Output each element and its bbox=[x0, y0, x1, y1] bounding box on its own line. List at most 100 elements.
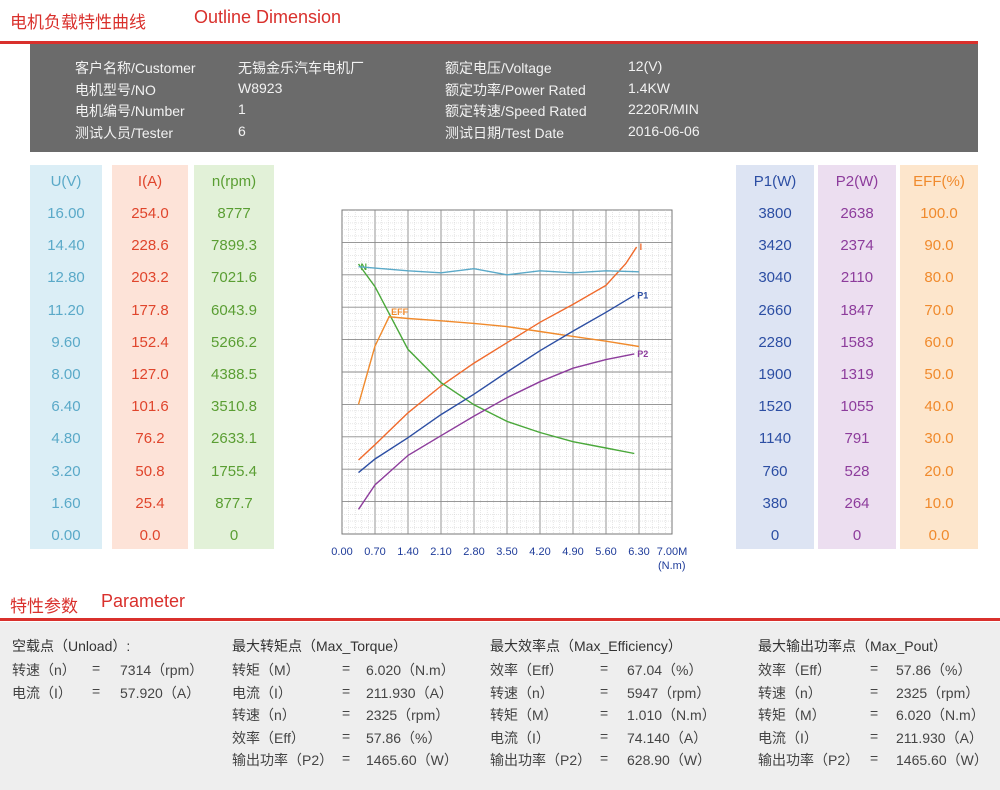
axis-column-value: 25.4 bbox=[135, 494, 165, 512]
param-name: 转速（n） bbox=[758, 684, 822, 701]
axis-column-value: 2660 bbox=[758, 301, 792, 319]
axis-column-value: 4388.5 bbox=[211, 366, 257, 383]
axis-column-p2w: P2(W) 2638 2374 2110 1847 1583 1319 1055 791 528 2… bbox=[818, 165, 896, 549]
x-tick-label: 2.80 bbox=[463, 546, 484, 558]
param-group-heading: 空载点（Unload）: bbox=[12, 638, 131, 654]
param-name: 电流（I） bbox=[232, 684, 292, 701]
series-line-n bbox=[357, 263, 635, 455]
param-equals: = bbox=[870, 705, 879, 721]
axis-column-value: 80.0 bbox=[924, 269, 954, 287]
param-group-heading: 最大效率点（Max_Efficiency） bbox=[490, 638, 682, 654]
axis-column-value: 4.80 bbox=[51, 430, 81, 448]
axis-column-nrpm: n(rpm) 8777 7899.3 7021.6 6043.9 5266.2 4388.5… bbox=[194, 165, 274, 549]
axis-column-value: 5266.2 bbox=[211, 333, 257, 351]
axis-column-value: 6.40 bbox=[51, 398, 81, 416]
axis-column-value: 127.0 bbox=[131, 366, 169, 383]
page-title-cn: 电机负载特性曲线 bbox=[10, 13, 146, 32]
axis-column-ia: I(A) 254.0 228.6 203.2 177.8 152.4 127.0 101.6 7… bbox=[112, 165, 188, 549]
axis-column-value: 1319 bbox=[840, 366, 874, 383]
axis-column-value: 2374 bbox=[840, 237, 874, 255]
axis-column-value: 2633.1 bbox=[211, 430, 257, 448]
param-name: 效率（Eff） bbox=[232, 729, 305, 746]
param-value: 1.010（N.m） bbox=[627, 707, 716, 723]
x-tick-label: 4.20 bbox=[529, 546, 550, 558]
param-equals: = bbox=[870, 682, 879, 699]
x-tick-label: 7.00M bbox=[657, 546, 688, 558]
param-name: 输出功率（P2） bbox=[758, 752, 860, 768]
axis-column-value: 16.00 bbox=[47, 205, 85, 222]
axis-column-value: 9.60 bbox=[51, 333, 81, 351]
series-label-i: I bbox=[640, 242, 643, 252]
param-name: 转矩（M） bbox=[758, 707, 826, 723]
info-value: 无锡金乐汽车电机厂 bbox=[238, 60, 364, 76]
info-label: 测试日期/Test Date bbox=[445, 125, 565, 141]
axis-column-value: 0.00 bbox=[51, 527, 81, 544]
param-group-heading: 最大输出功率点（Max_Pout） bbox=[758, 638, 948, 654]
param-equals: = bbox=[92, 682, 101, 699]
info-value: 12(V) bbox=[628, 58, 663, 74]
info-value: W8923 bbox=[238, 80, 283, 96]
param-equals: = bbox=[870, 750, 879, 766]
axis-column-value: 3040 bbox=[758, 269, 792, 287]
param-name: 电流（I） bbox=[12, 684, 72, 701]
param-value: 6.020（N.m） bbox=[896, 707, 985, 723]
param-value: 211.930（A） bbox=[896, 729, 983, 746]
axis-column-value: 254.0 bbox=[131, 205, 169, 222]
param-group-heading: 最大转矩点（Max_Torque） bbox=[232, 638, 408, 654]
param-value: 5947（rpm） bbox=[627, 684, 711, 701]
grid bbox=[342, 210, 672, 534]
param-value: 57.920（A） bbox=[120, 684, 201, 701]
param-equals: = bbox=[342, 660, 351, 676]
series-line-p2 bbox=[357, 353, 635, 510]
param-value: 57.86（%） bbox=[896, 662, 972, 678]
param-equals: = bbox=[342, 750, 351, 766]
axis-column-value: 8777 bbox=[217, 205, 251, 222]
param-name: 输出功率（P2） bbox=[232, 752, 334, 768]
param-equals: = bbox=[600, 660, 609, 676]
info-label: 测试人员/Tester bbox=[75, 125, 174, 141]
info-label: 电机编号/Number bbox=[75, 103, 185, 119]
x-axis-unit: (N.m) bbox=[658, 560, 686, 572]
axis-column-value: 0 bbox=[229, 527, 239, 544]
x-tick-label: 4.90 bbox=[562, 546, 583, 558]
info-value: 2016-06-06 bbox=[628, 123, 700, 139]
axis-column-value: 380 bbox=[762, 494, 788, 512]
axis-column-value: 0.0 bbox=[928, 527, 950, 544]
axis-column-uv: U(V) 16.00 14.40 12.80 11.20 9.60 8.00 6.40 4.80… bbox=[30, 165, 102, 549]
axis-column-value: 1055 bbox=[840, 398, 874, 416]
param-name: 电流（I） bbox=[758, 729, 818, 746]
param-name: 转速（n） bbox=[12, 662, 76, 678]
param-name: 转矩（M） bbox=[490, 707, 558, 723]
info-label: 额定功率/Power Rated bbox=[445, 82, 586, 98]
axis-column-value: 10.0 bbox=[924, 494, 954, 512]
axis-column-value: 1847 bbox=[840, 301, 874, 319]
param-value: 2325（rpm） bbox=[896, 684, 980, 701]
param-value: 211.930（A） bbox=[366, 684, 453, 701]
axis-column-header: P1(W) bbox=[753, 173, 797, 190]
param-name: 效率（Eff） bbox=[490, 662, 563, 678]
info-label: 客户名称/Customer bbox=[75, 60, 196, 76]
x-tick-label: 5.60 bbox=[595, 546, 616, 558]
param-value: 67.04（%） bbox=[627, 662, 703, 678]
param-name: 转矩（M） bbox=[232, 662, 300, 678]
header-divider bbox=[0, 41, 978, 44]
param-value: 2325（rpm） bbox=[366, 707, 450, 723]
axis-column-value: 1755.4 bbox=[211, 462, 257, 480]
axis-column-header: EFF(%) bbox=[913, 173, 965, 190]
axis-column-value: 60.0 bbox=[924, 333, 954, 351]
axis-column-header: U(V) bbox=[50, 173, 82, 190]
axis-column-value: 1520 bbox=[758, 398, 792, 416]
axis-column-value: 528 bbox=[844, 462, 870, 480]
param-name: 转速（n） bbox=[232, 707, 296, 723]
axis-column-value: 1.60 bbox=[51, 494, 81, 512]
x-tick-label: 0.00 bbox=[331, 546, 352, 558]
parameter-panel: 空载点（Unload）: 转速（n） = 7314（rpm） 电流（I） = 57.920（… bbox=[0, 622, 1000, 790]
info-label: 电机型号/NO bbox=[75, 82, 156, 98]
param-value: 1465.60（W） bbox=[366, 752, 458, 768]
param-name: 输出功率（P2） bbox=[490, 752, 592, 768]
axis-column-p1w: P1(W) 3800 3420 3040 2660 2280 1900 1520 1140 760… bbox=[736, 165, 814, 549]
param-equals: = bbox=[600, 727, 609, 744]
axis-column-value: 0.0 bbox=[139, 527, 161, 544]
series-line-p1 bbox=[358, 294, 635, 474]
axis-column-value: 1583 bbox=[840, 333, 874, 351]
